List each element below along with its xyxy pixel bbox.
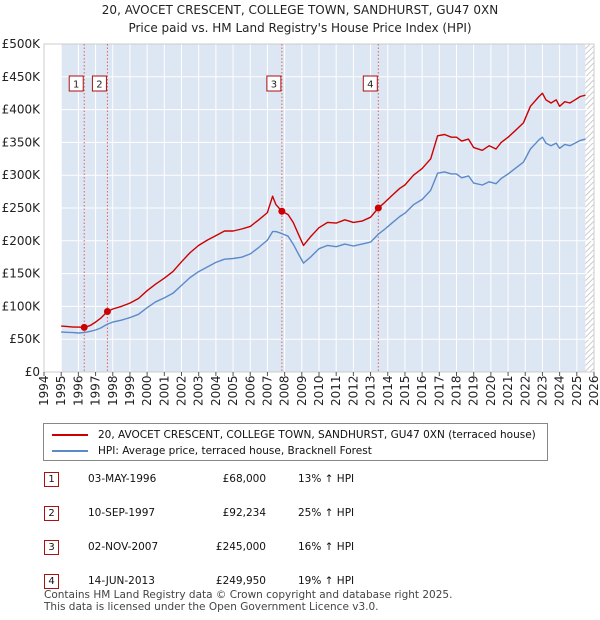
footer-line-licence: This data is licensed under the Open Gov… (44, 600, 379, 613)
x-tick-label: 2021 (501, 375, 515, 406)
transaction-point (103, 307, 111, 315)
x-tick-label: 2000 (140, 375, 154, 406)
transaction-point (278, 207, 286, 215)
x-tick-label: 2006 (243, 375, 257, 406)
y-tick-label: £200K (2, 234, 42, 248)
x-tick-label: 2005 (226, 375, 240, 406)
transaction-price: £68,000 (222, 473, 266, 485)
x-tick-label: 2010 (312, 375, 326, 406)
chart-title: 20, AVOCET CRESCENT, COLLEGE TOWN, SANDH… (102, 3, 498, 17)
y-tick-label: £300K (2, 168, 42, 182)
y-tick-label: £350K (2, 135, 42, 149)
x-tick-label: 2019 (467, 375, 481, 406)
x-tick-label: 2017 (432, 375, 446, 406)
transaction-marker-box (91, 75, 107, 92)
legend-label-hpi: HPI: Average price, terraced house, Brac… (98, 445, 372, 457)
x-tick-label: 2002 (175, 375, 189, 406)
property-series-line (61, 92, 586, 329)
x-tick-label: 2014 (381, 375, 395, 406)
x-tick-label: 2008 (278, 375, 292, 406)
x-tick-label: 1994 (37, 375, 51, 406)
x-tick-label: 2025 (570, 375, 584, 406)
x-tick-label: 2001 (157, 375, 171, 406)
footer-attribution: Contains HM Land Registry data © Crown c… (44, 589, 453, 613)
legend-swatch-property (52, 434, 88, 436)
chart-subtitle: Price paid vs. HM Land Registry's House … (128, 21, 471, 35)
transaction-marker-box (68, 75, 84, 92)
y-tick-label: £100K (2, 299, 42, 313)
transaction-date: 03-MAY-1996 (88, 473, 157, 485)
transaction-hpi-change: 13% ↑ HPI (298, 473, 355, 485)
transaction-marker-box (362, 75, 378, 92)
table-row: 2 10-SEP-1997 £92,234 25% ↑ HPI (44, 506, 394, 524)
transaction-date: 02-NOV-2007 (88, 541, 159, 553)
x-tick-label: 2026 (587, 375, 600, 406)
x-tick-label: 2023 (535, 375, 549, 406)
transaction-date: 14-JUN-2013 (88, 575, 155, 587)
legend-label-property: 20, AVOCET CRESCENT, COLLEGE TOWN, SANDH… (98, 429, 536, 441)
x-tick-label: 2007 (260, 375, 274, 406)
y-tick-label: £0 (25, 365, 40, 379)
footer-line-copyright: Contains HM Land Registry data © Crown c… (44, 589, 453, 601)
legend-item-property: 20, AVOCET CRESCENT, COLLEGE TOWN, SANDH… (52, 427, 536, 443)
x-tick-label: 1999 (123, 375, 137, 406)
x-tick-label: 2009 (295, 375, 309, 406)
transaction-marker-label: 4 (44, 574, 59, 589)
table-row: 1 03-MAY-1996 £68,000 13% ↑ HPI (44, 472, 394, 490)
x-tick-label: 1996 (71, 375, 85, 406)
transaction-marker-label: 2 (44, 506, 59, 521)
x-tick-label: 2024 (553, 375, 567, 406)
transaction-marker-box (266, 75, 282, 92)
transaction-marker-number: 3 (271, 80, 277, 91)
x-tick-label: 2011 (329, 375, 343, 406)
x-tick-label: 2022 (518, 375, 532, 406)
transaction-point (374, 204, 382, 212)
x-tick-label: 2004 (209, 375, 223, 406)
x-tick-label: 2016 (415, 375, 429, 406)
transaction-hpi-change: 16% ↑ HPI (298, 541, 355, 553)
transaction-price: £92,234 (222, 507, 266, 519)
transaction-marker-label: 1 (44, 472, 59, 487)
y-tick-label: £150K (2, 267, 42, 281)
transaction-marker-number: 2 (96, 80, 102, 91)
legend-swatch-hpi (52, 450, 88, 452)
x-tick-label: 2013 (364, 375, 378, 406)
x-tick-label: 1995 (54, 375, 68, 406)
x-tick-label: 2012 (346, 375, 360, 406)
transaction-price: £245,000 (215, 541, 266, 553)
table-row: 4 14-JUN-2013 £249,950 19% ↑ HPI (44, 574, 394, 592)
transaction-marker-label: 3 (44, 540, 59, 555)
y-tick-label: £400K (2, 103, 42, 117)
transaction-point (80, 323, 88, 331)
x-tick-label: 2020 (484, 375, 498, 406)
legend: 20, AVOCET CRESCENT, COLLEGE TOWN, SANDH… (43, 423, 548, 461)
x-tick-label: 1998 (106, 375, 120, 406)
legend-item-hpi: HPI: Average price, terraced house, Brac… (52, 443, 372, 459)
y-tick-label: £500K (2, 37, 42, 51)
price-chart: 20, AVOCET CRESCENT, COLLEGE TOWN, SANDH… (2, 3, 600, 406)
x-tick-label: 2018 (450, 375, 464, 406)
x-tick-label: 2003 (192, 375, 206, 406)
transaction-price: £249,950 (215, 575, 266, 587)
x-tick-label: 1997 (89, 375, 103, 406)
y-tick-label: £250K (2, 201, 42, 215)
y-tick-label: £50K (9, 332, 41, 346)
transaction-hpi-change: 19% ↑ HPI (298, 575, 355, 587)
transaction-marker-number: 4 (367, 80, 373, 91)
x-tick-label: 2015 (398, 375, 412, 406)
transaction-date: 10-SEP-1997 (88, 507, 156, 519)
hpi-series-line (61, 136, 586, 334)
transaction-marker-number: 1 (73, 80, 79, 91)
y-tick-label: £450K (2, 70, 42, 84)
transaction-hpi-change: 25% ↑ HPI (298, 507, 355, 519)
table-row: 3 02-NOV-2007 £245,000 16% ↑ HPI (44, 540, 394, 558)
